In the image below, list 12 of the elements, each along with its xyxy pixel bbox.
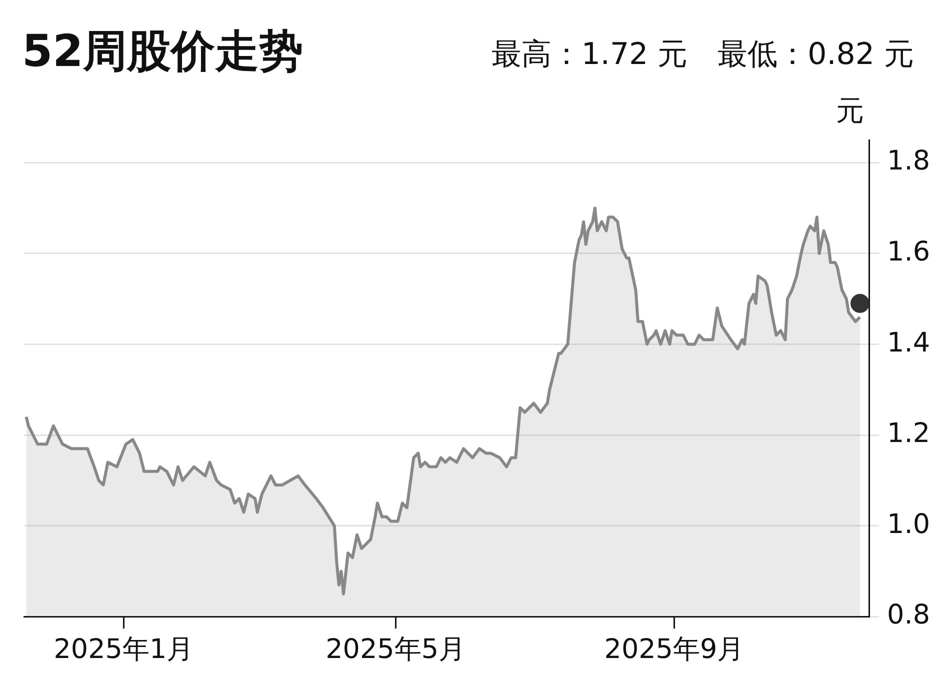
x-tick-label: 2025年1月 <box>54 634 194 665</box>
chart-title: 52周股价走势 <box>22 25 304 79</box>
y-tick-label: 1.6 <box>887 236 930 268</box>
x-tick-label: 2025年5月 <box>326 634 466 665</box>
y-tick-label: 1.0 <box>887 508 930 540</box>
y-axis-title: 元 <box>836 93 864 129</box>
y-tick-label: 0.8 <box>887 600 930 631</box>
chart-subtitle: 最高：1.72 元 最低：0.82 元 <box>491 36 914 74</box>
y-tick-label: 1.8 <box>887 146 930 177</box>
y-tick-label: 1.2 <box>887 418 930 450</box>
x-tick-label: 2025年9月 <box>604 634 744 665</box>
y-tick-label: 1.4 <box>887 327 930 358</box>
